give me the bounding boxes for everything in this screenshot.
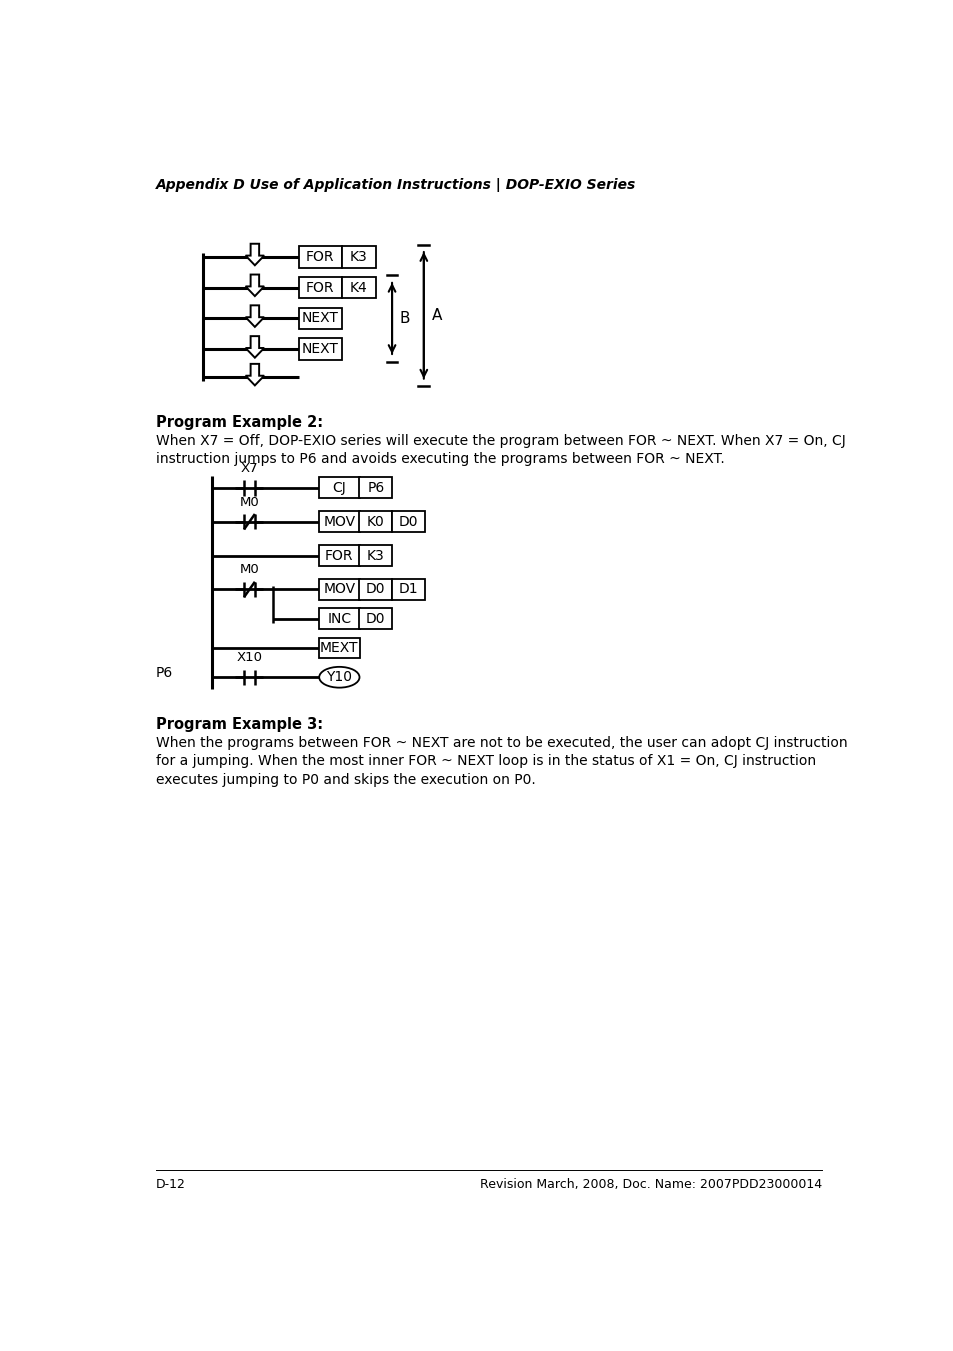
- Text: X10: X10: [236, 651, 262, 665]
- Bar: [319, 477, 359, 499]
- Bar: [319, 608, 359, 630]
- Text: D0: D0: [366, 612, 385, 626]
- Text: K4: K4: [350, 281, 367, 295]
- Bar: [319, 511, 359, 532]
- Bar: [359, 546, 392, 566]
- Bar: [359, 608, 392, 630]
- Polygon shape: [245, 363, 264, 385]
- Text: Program Example 2:: Program Example 2:: [155, 416, 322, 431]
- Text: D1: D1: [398, 582, 417, 597]
- Polygon shape: [245, 243, 264, 265]
- Bar: [359, 477, 392, 499]
- Bar: [319, 546, 359, 566]
- Ellipse shape: [319, 667, 359, 688]
- Text: instruction jumps to P6 and avoids executing the programs between FOR ~ NEXT.: instruction jumps to P6 and avoids execu…: [155, 453, 723, 466]
- Bar: [298, 246, 341, 267]
- Text: for a jumping. When the most inner FOR ~ NEXT loop is in the status of X1 = On, : for a jumping. When the most inner FOR ~…: [155, 754, 815, 769]
- Text: D0: D0: [366, 582, 385, 597]
- Text: When X7 = Off, DOP-EXIO series will execute the program between FOR ~ NEXT. When: When X7 = Off, DOP-EXIO series will exec…: [155, 434, 844, 449]
- Text: A: A: [431, 308, 441, 323]
- Text: NEXT: NEXT: [301, 342, 338, 357]
- Text: Revision March, 2008, Doc. Name: 2007PDD23000014: Revision March, 2008, Doc. Name: 2007PDD…: [479, 1178, 821, 1190]
- Text: X7: X7: [240, 462, 258, 474]
- Bar: [341, 246, 375, 267]
- Text: executes jumping to P0 and skips the execution on P0.: executes jumping to P0 and skips the exe…: [155, 773, 535, 786]
- Bar: [298, 308, 341, 330]
- Text: B: B: [399, 311, 410, 326]
- Polygon shape: [245, 336, 264, 358]
- Text: Appendix D Use of Application Instructions | DOP-EXIO Series: Appendix D Use of Application Instructio…: [155, 178, 636, 192]
- Text: M0: M0: [239, 563, 259, 577]
- Text: P6: P6: [367, 481, 384, 494]
- Text: CJ: CJ: [333, 481, 346, 494]
- Text: Y10: Y10: [326, 670, 352, 684]
- Text: M0: M0: [239, 496, 259, 508]
- Text: FOR: FOR: [325, 549, 354, 562]
- Text: MEXT: MEXT: [320, 640, 358, 655]
- Bar: [319, 638, 359, 658]
- Bar: [298, 277, 341, 299]
- Text: NEXT: NEXT: [301, 312, 338, 326]
- Polygon shape: [245, 274, 264, 296]
- Bar: [319, 580, 359, 600]
- Text: FOR: FOR: [306, 281, 335, 295]
- Polygon shape: [245, 305, 264, 327]
- Text: FOR: FOR: [306, 250, 335, 263]
- Bar: [392, 511, 424, 532]
- Text: D0: D0: [398, 515, 417, 528]
- Text: P6: P6: [155, 666, 172, 680]
- Bar: [359, 580, 392, 600]
- Text: K0: K0: [367, 515, 384, 528]
- Text: Program Example 3:: Program Example 3:: [155, 717, 322, 732]
- Text: MOV: MOV: [323, 515, 355, 528]
- Text: K3: K3: [367, 549, 384, 562]
- Text: MOV: MOV: [323, 582, 355, 597]
- Text: When the programs between FOR ~ NEXT are not to be executed, the user can adopt : When the programs between FOR ~ NEXT are…: [155, 736, 846, 750]
- Bar: [392, 580, 424, 600]
- Bar: [298, 339, 341, 359]
- Bar: [341, 277, 375, 299]
- Text: K3: K3: [350, 250, 367, 263]
- Text: D-12: D-12: [155, 1178, 185, 1190]
- Bar: [359, 511, 392, 532]
- Text: INC: INC: [327, 612, 351, 626]
